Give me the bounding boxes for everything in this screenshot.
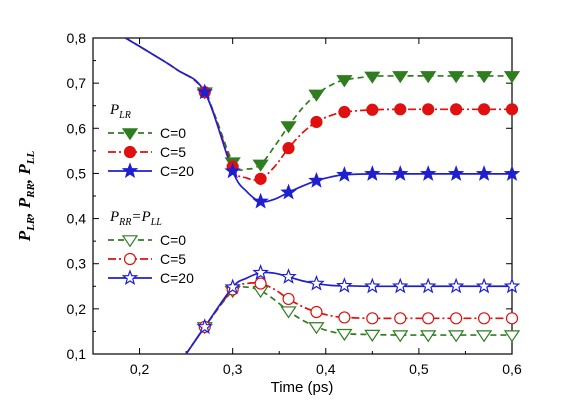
data-point [422, 103, 435, 116]
data-point [420, 71, 437, 84]
y-tick-label: 0,6 [67, 120, 87, 136]
x-tick-label: 0,4 [316, 361, 336, 377]
data-point [308, 274, 325, 291]
y-tick-label: 0,8 [67, 30, 87, 46]
data-point [308, 89, 325, 102]
data-point [503, 277, 521, 294]
legend-group-title: PLR [109, 102, 131, 121]
x-axis-label: Time (ps) [271, 379, 334, 396]
data-point [280, 268, 297, 284]
data-point [364, 277, 381, 294]
data-point [364, 71, 381, 84]
x-tick-label: 0,5 [409, 361, 429, 377]
data-point [308, 322, 325, 335]
legend-label: C=20 [160, 270, 194, 286]
legend-marker [123, 145, 137, 159]
y-tick-label: 0,5 [67, 165, 87, 181]
data-point [475, 165, 493, 181]
data-point [364, 165, 381, 181]
legend-label: C=20 [160, 163, 194, 179]
data-point [310, 115, 323, 129]
data-point [392, 330, 409, 343]
data-point [475, 330, 493, 343]
data-point [419, 165, 437, 181]
data-point [252, 192, 269, 209]
data-point [422, 312, 435, 325]
data-point [477, 103, 491, 116]
data-point [503, 165, 521, 181]
data-point [196, 318, 214, 334]
series-markers [196, 71, 521, 343]
data-point [310, 305, 323, 319]
data-point [392, 71, 409, 84]
data-point [338, 105, 351, 119]
data-point [280, 183, 297, 200]
data-point [336, 277, 353, 293]
data-point [364, 329, 381, 342]
data-point [336, 166, 353, 182]
x-tick-label: 0,3 [223, 361, 243, 377]
data-point [420, 330, 437, 343]
data-point [448, 330, 465, 343]
data-point [394, 103, 407, 116]
data-point [252, 264, 269, 280]
data-point [447, 165, 465, 181]
legend-group-title: PRR=PLL [109, 209, 162, 228]
data-point [366, 312, 379, 325]
data-point [224, 278, 241, 295]
y-tick-label: 0,7 [67, 75, 87, 91]
data-point [391, 165, 409, 181]
data-point [477, 312, 491, 325]
data-point [419, 277, 437, 294]
data-point [336, 75, 353, 88]
data-point [252, 159, 269, 172]
data-point [505, 312, 519, 325]
data-point [448, 71, 465, 84]
data-point [447, 277, 465, 294]
data-point [336, 328, 353, 342]
axis-ticks: 0,2 0,3 0,4 0,5 0,6 0,1 0,2 0,3 0,4 0,5 0,6 0,7 0,8 [67, 30, 522, 377]
data-point [503, 71, 521, 84]
data-point [475, 71, 493, 84]
data-point [282, 142, 295, 155]
data-point [338, 311, 351, 324]
data-point [394, 312, 407, 325]
plot-frame [92, 37, 513, 355]
legend: PLR C=0 C=5 C=20 PRR=PLL C=0 C=5 C=20 [108, 102, 194, 286]
data-point [254, 172, 267, 185]
y-tick-label: 0,2 [67, 301, 87, 317]
data-point [254, 277, 267, 290]
data-point [196, 83, 214, 100]
legend-marker [121, 128, 139, 141]
data-point [224, 162, 241, 179]
x-tick-label: 0,6 [502, 361, 522, 377]
data-point [391, 277, 409, 294]
x-tick-label: 0,2 [130, 361, 150, 377]
y-tick-label: 0,1 [67, 346, 87, 362]
legend-label: C=0 [160, 125, 186, 141]
data-point [280, 121, 297, 134]
data-point [280, 306, 297, 319]
y-tick-label: 0,4 [67, 211, 87, 227]
legend-label: C=0 [160, 232, 186, 248]
legend-marker [123, 252, 137, 266]
y-axis-label: PLR, PRR, PLL [15, 151, 37, 243]
data-point [450, 103, 463, 116]
data-point [282, 292, 295, 306]
data-point [503, 330, 521, 343]
data-point [366, 103, 379, 116]
legend-marker [121, 162, 139, 179]
data-point [450, 312, 463, 325]
data-point [308, 171, 325, 188]
legend-marker [121, 235, 139, 248]
legend-label: C=5 [160, 144, 186, 160]
legend-marker [121, 269, 139, 286]
legend-label: C=5 [160, 251, 186, 267]
data-point [475, 277, 493, 294]
y-tick-label: 0,3 [67, 256, 87, 272]
data-point [505, 103, 519, 116]
